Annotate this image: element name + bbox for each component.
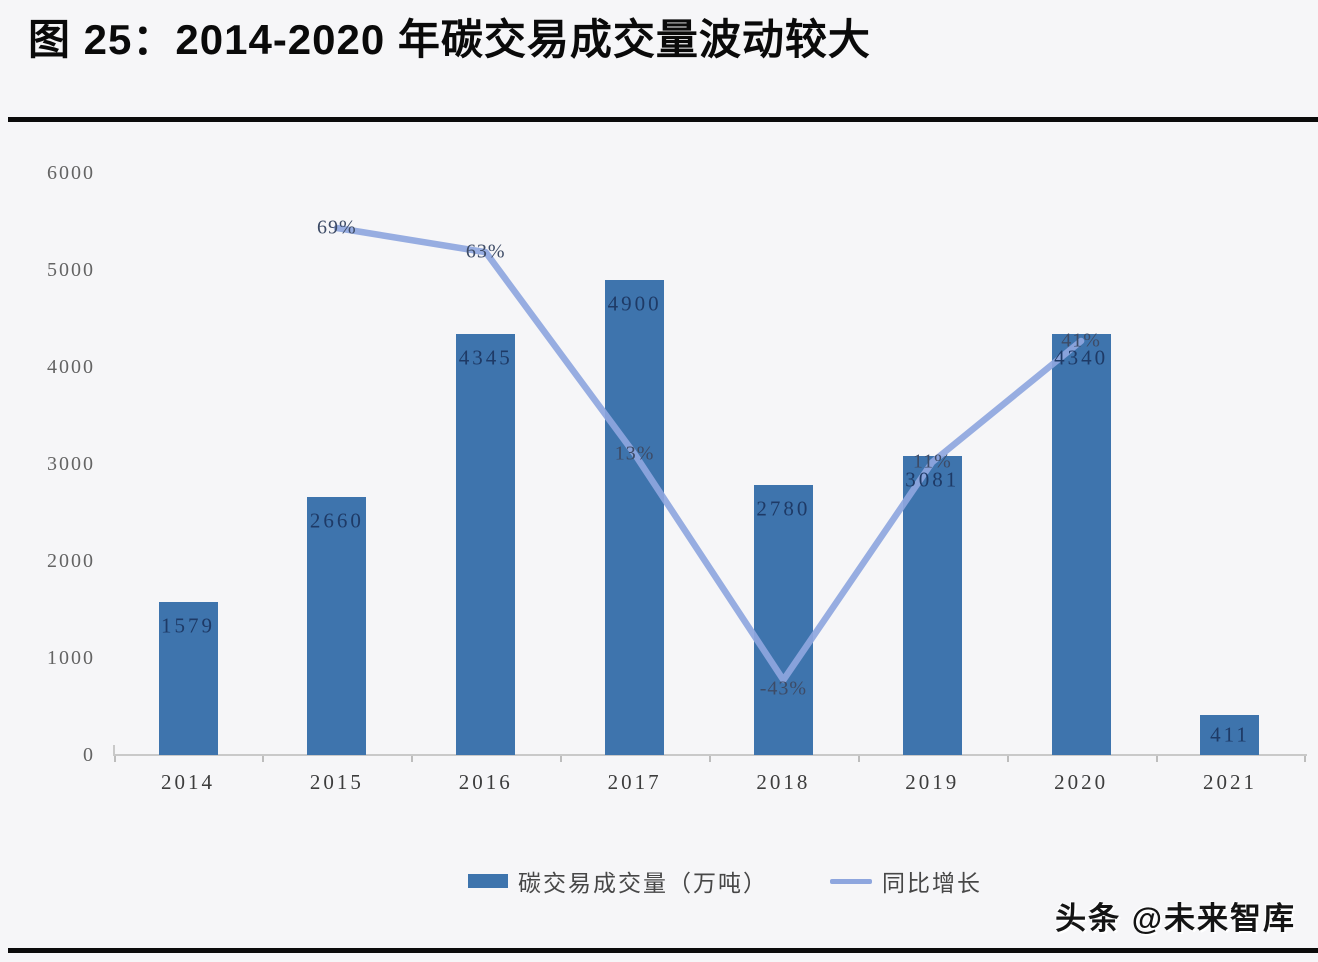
x-axis-line xyxy=(113,754,1307,756)
bar-value-label: 1579 xyxy=(161,613,215,638)
legend-item-line: 同比增长 xyxy=(830,864,982,898)
growth-pct-label: 63% xyxy=(465,240,506,263)
legend-label-line: 同比增长 xyxy=(882,870,982,896)
x-axis-category-label: 2017 xyxy=(607,770,662,794)
x-axis-category-label: 2019 xyxy=(905,770,960,794)
bar-value-label: 2780 xyxy=(756,496,811,521)
bottom-divider-line xyxy=(8,948,1318,953)
x-axis-tick xyxy=(560,756,563,762)
x-axis-category-label: 2020 xyxy=(1054,770,1109,794)
x-axis-category-label: 2015 xyxy=(309,770,364,794)
legend: 碳交易成交量（万吨） 同比增长 xyxy=(468,866,982,896)
bar-2016 xyxy=(456,333,516,755)
bar-value-label: 3081 xyxy=(905,467,960,492)
bar-series-swatch-icon xyxy=(468,874,508,888)
bar-2021 xyxy=(1200,715,1260,755)
growth-pct-label: 41% xyxy=(1061,329,1101,352)
y-axis-tick-label: 3000 xyxy=(47,453,95,475)
legend-label-bar: 碳交易成交量（万吨） xyxy=(518,870,768,896)
x-axis-category-label: 2021 xyxy=(1202,770,1257,794)
bar-value-label: 4345 xyxy=(458,345,513,370)
growth-pct-label: -43% xyxy=(759,677,808,700)
bar-value-label: 2660 xyxy=(309,508,364,533)
y-axis-tick-label: 4000 xyxy=(47,356,95,378)
x-axis-category-label: 2014 xyxy=(161,770,215,794)
y-axis-tick-label: 1000 xyxy=(47,647,95,669)
watermark: 头条 @未来智库 xyxy=(1055,901,1296,936)
x-axis-tick xyxy=(411,756,414,762)
y-axis-stub xyxy=(113,745,115,755)
figure-title: 图 25：2014-2020 年碳交易成交量波动较大 xyxy=(28,16,871,63)
growth-pct-label: 69% xyxy=(317,216,357,239)
legend-item-bar: 碳交易成交量（万吨） xyxy=(468,864,768,898)
x-axis-tick xyxy=(1155,756,1158,762)
x-axis-category-label: 2018 xyxy=(756,770,811,794)
bar-2020 xyxy=(1051,334,1111,755)
title-divider-line xyxy=(8,117,1318,122)
y-axis-tick-label: 2000 xyxy=(47,550,95,572)
bar-value-label: 4900 xyxy=(607,291,662,316)
x-axis-tick xyxy=(262,756,265,762)
x-axis-tick xyxy=(1006,756,1009,762)
bar-2015 xyxy=(307,496,367,755)
bar-value-label: 411 xyxy=(1210,722,1250,747)
bar-2019 xyxy=(902,456,962,755)
bar-value-label: 4340 xyxy=(1054,345,1109,370)
x-axis-tick xyxy=(708,756,711,762)
growth-line xyxy=(333,224,1085,684)
x-axis-category-label: 2016 xyxy=(458,770,513,794)
bar-2017 xyxy=(605,279,665,755)
y-axis-tick-label: 0 xyxy=(83,744,95,766)
bar-2018 xyxy=(753,485,813,755)
y-axis-tick-label: 5000 xyxy=(47,259,95,281)
x-axis-tick xyxy=(113,756,116,762)
line-series-swatch-icon xyxy=(830,878,872,884)
x-axis-tick xyxy=(857,756,860,762)
growth-pct-label: 11% xyxy=(912,450,952,473)
y-axis-tick-label: 6000 xyxy=(47,162,95,184)
x-axis-tick xyxy=(1304,756,1307,762)
bar-2014 xyxy=(158,601,218,755)
growth-pct-label: 13% xyxy=(614,442,655,465)
